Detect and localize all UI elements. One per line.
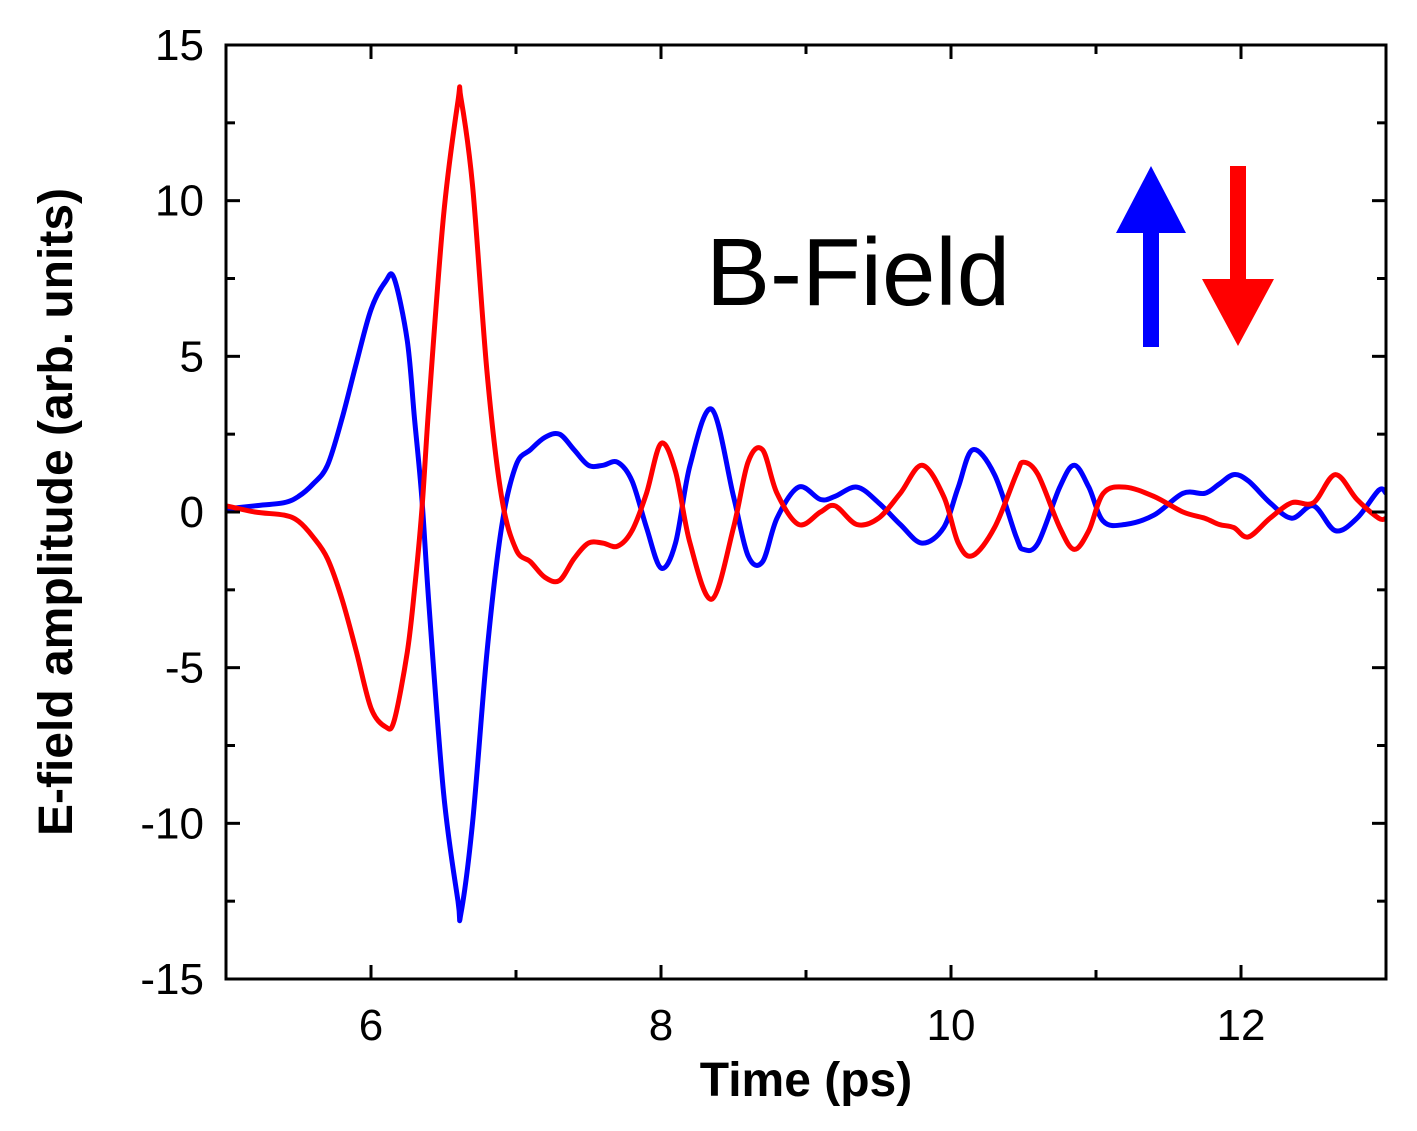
y-tick-label: -15: [140, 955, 204, 1004]
y-tick-label: 0: [180, 488, 204, 537]
arrow-down-icon: [1202, 166, 1274, 346]
series-line-red: [226, 84, 1386, 732]
b-field-label: B-Field: [706, 219, 1010, 326]
x-tick-label: 10: [927, 1001, 976, 1050]
series-line-blue: [226, 271, 1386, 924]
x-tick-label: 12: [1217, 1001, 1266, 1050]
y-tick-label: 15: [155, 21, 204, 70]
arrow-up-icon: [1116, 166, 1186, 347]
y-axis-title: E-field amplitude (arb. units): [30, 188, 83, 836]
plot-frame: [224, 43, 1388, 981]
y-tick-label: 5: [180, 332, 204, 381]
x-tick-label: 8: [649, 1001, 673, 1050]
y-tick-label: -5: [165, 644, 204, 693]
series-layer: [226, 84, 1386, 924]
y-tick-label: 10: [155, 177, 204, 226]
x-axis-title: Time (ps): [700, 1054, 912, 1107]
ticks-layer: 6 8 10 12 -15 -10 -5 0 5 10 15: [140, 21, 1388, 1050]
b-field-annotation: B-Field: [706, 166, 1274, 347]
y-tick-label: -10: [140, 799, 204, 848]
x-tick-label: 6: [359, 1001, 383, 1050]
